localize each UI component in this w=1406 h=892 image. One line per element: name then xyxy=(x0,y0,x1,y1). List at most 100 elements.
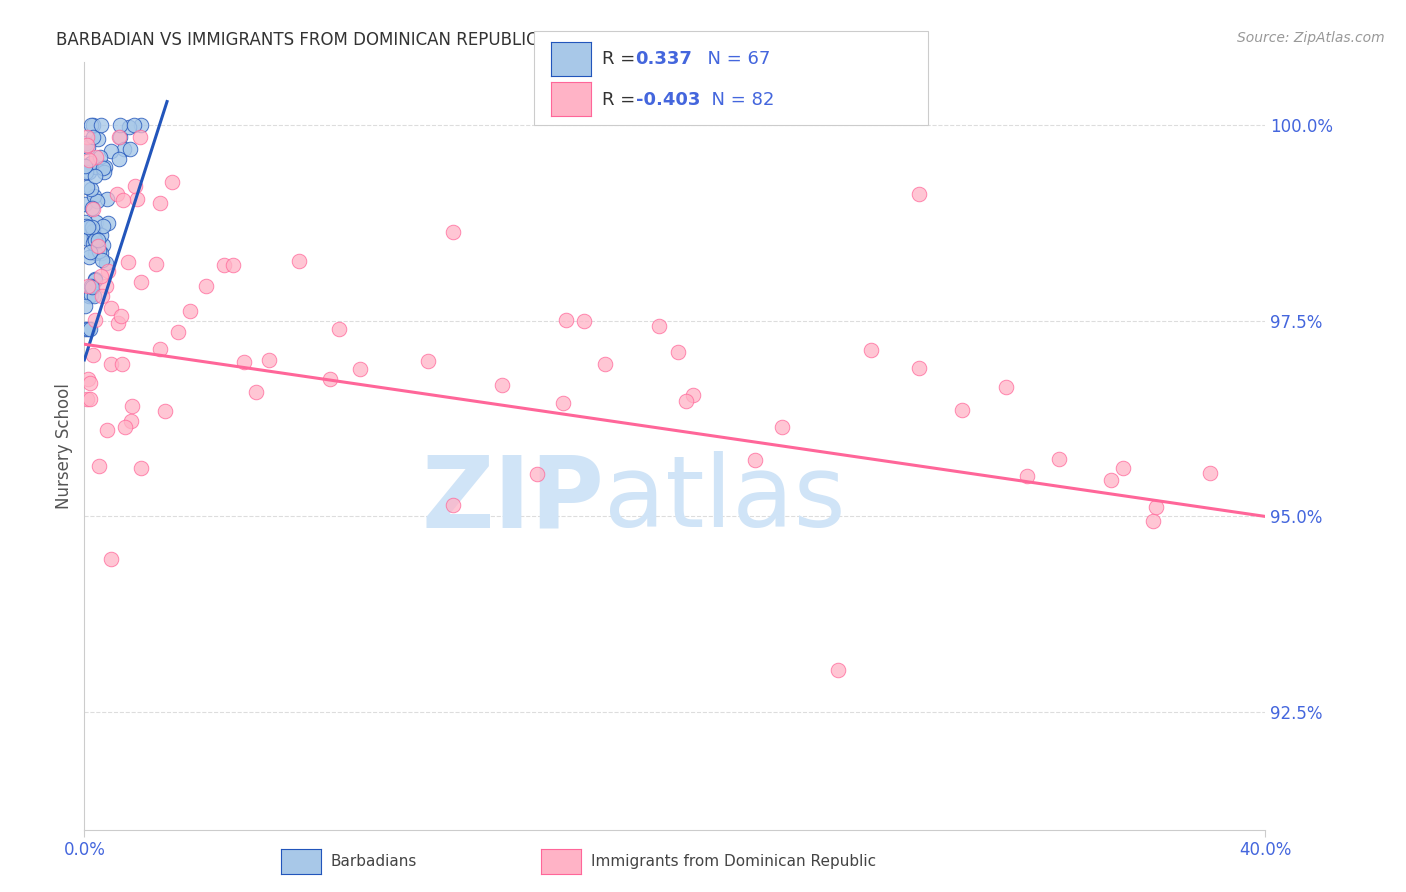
Point xyxy=(97,215,120,229)
Point xyxy=(82,220,104,235)
Point xyxy=(117,254,139,268)
Text: Barbadians: Barbadians xyxy=(330,855,416,869)
Point xyxy=(86,194,108,208)
Point xyxy=(86,233,108,247)
Point xyxy=(108,118,131,132)
Point xyxy=(166,325,188,339)
Point xyxy=(77,250,100,264)
Point xyxy=(90,227,112,242)
Point xyxy=(117,120,139,134)
Point xyxy=(83,288,105,302)
Point xyxy=(155,403,177,417)
Point xyxy=(418,353,440,368)
Text: BARBADIAN VS IMMIGRANTS FROM DOMINICAN REPUBLIC NURSERY SCHOOL CORRELATION CHART: BARBADIAN VS IMMIGRANTS FROM DOMINICAN R… xyxy=(56,31,882,49)
Point xyxy=(149,195,172,210)
Point xyxy=(675,393,697,408)
Point xyxy=(80,118,103,132)
Point xyxy=(75,159,97,173)
Point xyxy=(129,129,152,144)
Point xyxy=(83,313,105,327)
Point xyxy=(129,118,152,132)
Point xyxy=(648,318,671,333)
Point xyxy=(91,161,114,175)
Point xyxy=(84,150,107,164)
Point xyxy=(76,219,98,233)
Point xyxy=(83,189,105,203)
Point xyxy=(89,244,111,258)
Point xyxy=(82,118,104,132)
Point xyxy=(73,197,96,211)
Point xyxy=(91,253,114,268)
Point xyxy=(349,362,371,376)
Point xyxy=(79,376,101,391)
Point xyxy=(77,220,100,235)
Point xyxy=(84,233,107,247)
Point xyxy=(112,142,135,156)
Point xyxy=(77,153,100,167)
Point xyxy=(76,392,98,406)
Point xyxy=(108,153,131,167)
Point xyxy=(83,233,105,247)
Point xyxy=(79,392,101,406)
Point xyxy=(77,232,100,246)
Point xyxy=(682,388,704,402)
Point xyxy=(1047,451,1070,466)
Point xyxy=(100,357,122,371)
Point xyxy=(90,288,112,302)
Point xyxy=(76,137,98,152)
Point xyxy=(96,423,118,437)
Point xyxy=(1015,468,1038,483)
Point xyxy=(441,226,464,240)
Point xyxy=(114,420,136,434)
Point xyxy=(73,299,96,313)
Point xyxy=(76,140,98,154)
Point xyxy=(107,316,129,330)
Point xyxy=(860,343,883,358)
Point xyxy=(91,219,114,234)
Text: Immigrants from Dominican Republic: Immigrants from Dominican Republic xyxy=(591,855,876,869)
Point xyxy=(80,287,103,301)
Text: R =: R = xyxy=(602,91,647,109)
Point xyxy=(160,175,183,189)
Point xyxy=(77,278,100,293)
Point xyxy=(770,419,793,434)
Point xyxy=(1112,461,1135,475)
Point xyxy=(107,129,129,144)
Point xyxy=(87,239,110,253)
Point xyxy=(82,202,104,216)
Point xyxy=(995,380,1018,394)
Point xyxy=(84,215,107,229)
Point xyxy=(108,129,131,144)
Point xyxy=(221,259,243,273)
Text: 0.337: 0.337 xyxy=(636,50,692,68)
Point xyxy=(491,378,513,392)
Point xyxy=(82,202,104,216)
Point xyxy=(75,136,97,150)
Point xyxy=(145,257,167,271)
Point xyxy=(908,360,931,375)
Point xyxy=(1144,500,1167,514)
Point xyxy=(111,357,134,371)
Point xyxy=(79,165,101,179)
Point xyxy=(80,279,103,293)
Text: N = 67: N = 67 xyxy=(696,50,770,68)
Point xyxy=(257,352,280,367)
Point xyxy=(574,314,596,328)
Point xyxy=(287,254,309,268)
Point xyxy=(77,321,100,335)
Point xyxy=(84,160,107,174)
Point xyxy=(110,309,132,323)
Point xyxy=(90,246,112,260)
Point xyxy=(94,160,117,174)
Point xyxy=(80,182,103,196)
Point xyxy=(124,179,146,194)
Point xyxy=(328,321,350,335)
Point xyxy=(77,372,100,386)
Point xyxy=(744,452,766,467)
Point xyxy=(120,142,142,156)
Point xyxy=(76,129,98,144)
Point xyxy=(96,192,118,206)
Point xyxy=(93,165,115,179)
Point xyxy=(319,372,342,386)
Point xyxy=(82,348,104,362)
